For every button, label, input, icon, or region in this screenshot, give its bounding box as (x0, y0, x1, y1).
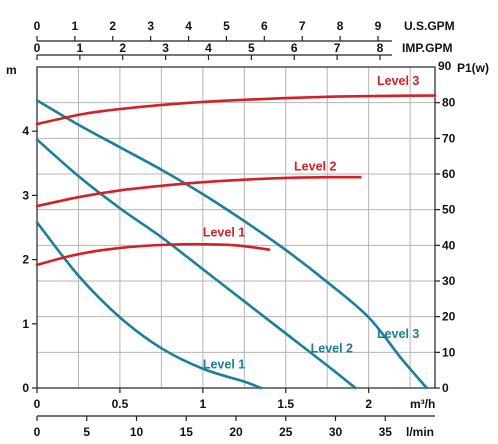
usgpm-tick-label: 3 (147, 19, 154, 33)
head-curve-label-level-1: Level 1 (203, 358, 245, 372)
usgpm-tick-label: 4 (185, 19, 192, 33)
power-curve-level-3 (35, 94, 437, 126)
usgpm-tick-label: 7 (299, 19, 306, 33)
flow-m3h-tick-label: 0 (34, 397, 41, 411)
usgpm-tick-label: 6 (261, 19, 268, 33)
flow-m3h-tick-label: 0.5 (112, 397, 129, 411)
power-tick-label: 70 (442, 131, 456, 145)
usgpm-tick-label: 9 (375, 19, 382, 33)
flow-lmin-tick-label: 20 (229, 425, 243, 439)
impgpm-tick-label: 2 (119, 41, 126, 55)
flow-lmin-tick-label: 5 (83, 425, 90, 439)
power-tick-label: 80 (442, 96, 456, 110)
impgpm-tick-label: 0 (34, 41, 41, 55)
head-tick-label: 1 (22, 317, 29, 331)
usgpm-tick-label: 1 (72, 19, 79, 33)
head-axis-label: m (6, 63, 17, 77)
power-curve-label-level-2: Level 2 (294, 159, 336, 173)
curves (35, 94, 437, 390)
power-tick-label: 0 (442, 381, 449, 395)
power-curve-label-level-1: Level 1 (203, 225, 245, 239)
head-tick-label: 0 (22, 381, 29, 395)
head-tick-label: 2 (22, 253, 29, 267)
flow-lmin-tick-label: 30 (329, 425, 343, 439)
power-curve-level-1 (35, 242, 271, 267)
power-tick-label: 20 (442, 310, 456, 324)
power-curve-level-2 (35, 175, 362, 208)
usgpm-axis-label: U.S.GPM (404, 19, 455, 33)
flow-m3h-tick-label: 2 (365, 397, 372, 411)
head-curve-level-2 (35, 138, 357, 390)
power-curve-label-level-3: Level 3 (377, 74, 419, 88)
head-curve-label-level-2: Level 2 (311, 342, 353, 356)
plot-border (36, 66, 436, 389)
power-tick-label: 10 (442, 345, 456, 359)
usgpm-tick-label: 0 (34, 19, 41, 33)
usgpm-tick-label: 5 (223, 19, 230, 33)
impgpm-tick-label: 8 (377, 41, 384, 55)
flow-m3h-tick-label: 1 (199, 397, 206, 411)
impgpm-tick-label: 5 (248, 41, 255, 55)
flow-m3h-tick-label: 1.5 (277, 397, 294, 411)
head-tick-label: 4 (22, 124, 29, 138)
impgpm-tick-label: 7 (334, 41, 341, 55)
head-curve-label-level-3: Level 3 (377, 327, 419, 341)
flow-m3h-axis-label: m³/h (410, 397, 435, 411)
power-tick-label: 50 (442, 203, 456, 217)
impgpm-tick-label: 3 (162, 41, 169, 55)
head-curve-level-1 (35, 221, 263, 390)
impgpm-tick-label: 1 (77, 41, 84, 55)
plot-frame (36, 66, 436, 389)
head-curve-level-3 (35, 99, 429, 390)
flow-lmin-tick-label: 15 (180, 425, 194, 439)
power-axis-label: P1(w) (457, 61, 489, 75)
impgpm-tick-label: 4 (205, 41, 212, 55)
power-tick-label: 30 (442, 274, 456, 288)
power-tick-label: 40 (442, 238, 456, 252)
impgpm-tick-label: 6 (291, 41, 298, 55)
usgpm-tick-label: 2 (109, 19, 116, 33)
impgpm-axis-label: IMP.GPM (402, 41, 452, 55)
flow-lmin-axis-label: l/min (406, 425, 434, 439)
power-axis-top-value: 90 (438, 59, 452, 73)
usgpm-tick-label: 8 (337, 19, 344, 33)
flow-lmin-tick-label: 10 (130, 425, 144, 439)
power-tick-label: 60 (442, 167, 456, 181)
flow-lmin-tick-label: 35 (379, 425, 393, 439)
flow-lmin-tick-label: 0 (34, 425, 41, 439)
head-tick-label: 3 (22, 188, 29, 202)
series-labels: Level 1 Level 2 Level 3 Level 1 Level 2 Level… (203, 74, 420, 372)
flow-lmin-tick-label: 25 (279, 425, 293, 439)
